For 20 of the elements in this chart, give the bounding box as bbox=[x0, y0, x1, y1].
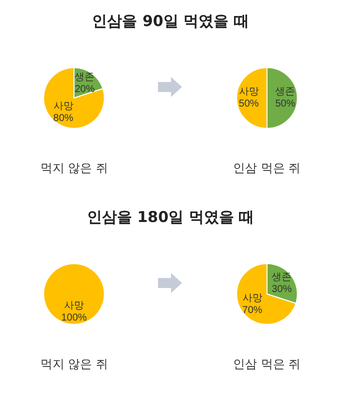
data-label: 50% bbox=[238, 98, 259, 110]
text: 인삼을 90일 먹였을 때 bbox=[91, 12, 250, 31]
slice-label: 사망 bbox=[242, 293, 262, 304]
text: 인삼을 180일 먹였을 때 bbox=[86, 208, 255, 227]
text: 먹지 않은 쥐 bbox=[39, 160, 109, 177]
text: 인삼 먹은 쥐 bbox=[232, 356, 302, 373]
text: 먹지 않은 쥐 bbox=[39, 356, 109, 373]
data-label: 70% bbox=[242, 305, 262, 316]
slice-label: 생존 bbox=[74, 72, 95, 83]
slice-label: 사망 bbox=[238, 86, 259, 98]
slice-label: 사망 bbox=[64, 300, 84, 312]
data-label: 80% bbox=[53, 113, 74, 124]
data-label: 30% bbox=[272, 284, 292, 295]
slice-label: 사망 bbox=[53, 101, 74, 112]
slice-label: 생존 bbox=[272, 272, 292, 283]
data-label: 20% bbox=[74, 84, 95, 95]
text: 인삼 먹은 쥐 bbox=[232, 160, 302, 177]
data-label: 50% bbox=[274, 98, 296, 110]
slice-label: 생존 bbox=[275, 86, 296, 98]
data-label: 100% bbox=[61, 312, 88, 324]
